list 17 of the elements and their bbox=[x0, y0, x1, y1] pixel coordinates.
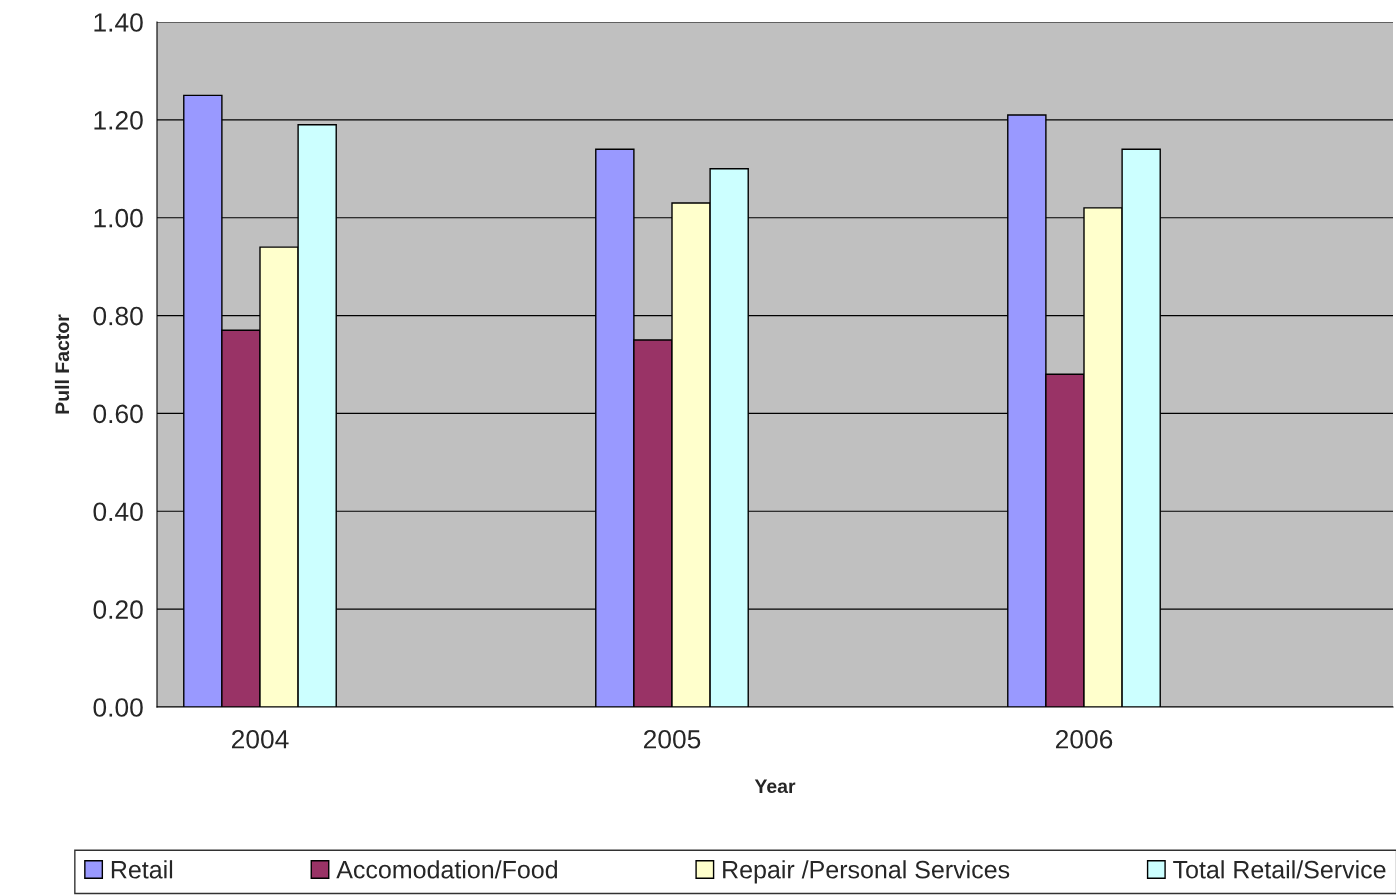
x-tick-label: 2005 bbox=[643, 729, 701, 749]
y-tick-label: 1.00 bbox=[94, 208, 143, 228]
legend-label: Repair /Personal Services bbox=[723, 860, 1010, 884]
legend-label: Total Retail/Service bbox=[1173, 860, 1386, 879]
x-axis-title: Year bbox=[754, 779, 796, 794]
y-tick-label: 0.20 bbox=[93, 600, 143, 619]
y-tick-label: 0.60 bbox=[93, 404, 143, 424]
legend-label: Retail bbox=[111, 860, 173, 879]
y-tick-label: 1.40 bbox=[94, 13, 143, 32]
y-tick-label: 0.80 bbox=[93, 306, 143, 326]
y-tick-label: 1.20 bbox=[94, 110, 143, 130]
x-tick-label: 2004 bbox=[231, 729, 289, 749]
legend-label: Accomodation/Food bbox=[336, 860, 557, 879]
x-tick-label: 2006 bbox=[1055, 729, 1113, 749]
y-tick-label: 0.00 bbox=[93, 698, 143, 717]
y-axis-title: Pull Factor bbox=[54, 314, 70, 414]
y-tick-label: 0.40 bbox=[93, 502, 143, 522]
